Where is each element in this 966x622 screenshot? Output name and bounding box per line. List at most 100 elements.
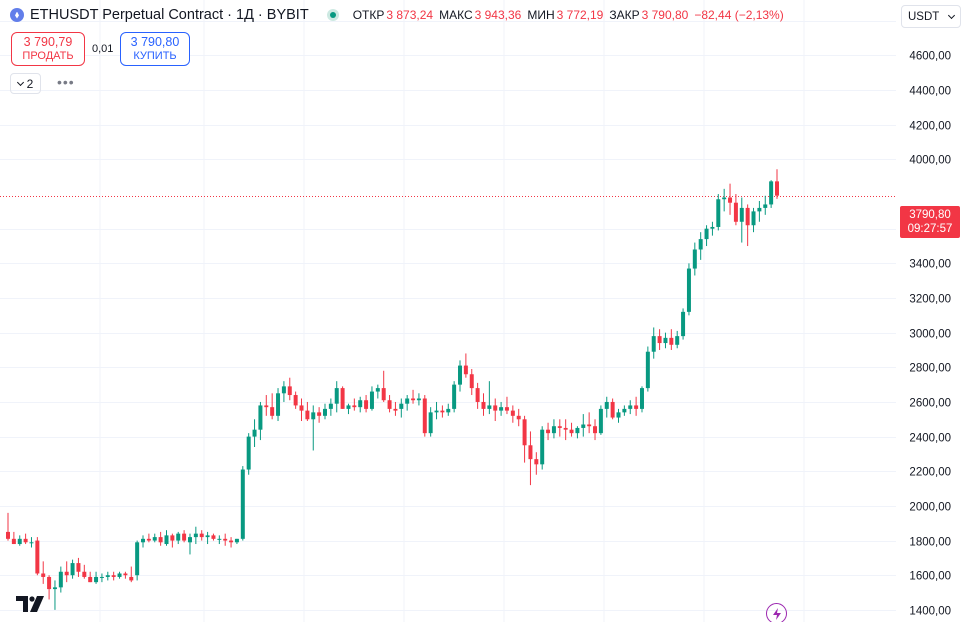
candle-body (563, 427, 568, 430)
candle-body (176, 533, 181, 541)
candle-body (434, 410, 439, 413)
candle-body (739, 207, 744, 222)
symbol-title[interactable]: ETHUSDT Perpetual Contract · 1Д · BYBIT (30, 7, 309, 23)
candle (405, 395, 410, 411)
y-tick-label: 4600,00 (909, 51, 951, 63)
candle-body (152, 537, 157, 541)
candle-body (628, 405, 633, 409)
tradingview-logo-icon[interactable] (16, 596, 48, 614)
candle-body (645, 351, 650, 389)
candle (593, 419, 598, 441)
candle (94, 571, 99, 584)
candle-body (64, 571, 69, 576)
candle (616, 408, 621, 423)
candle (681, 308, 686, 340)
buy-button[interactable]: 3 790,80 КУПИТЬ (120, 32, 190, 66)
candle-body (276, 393, 281, 416)
candle (751, 207, 756, 233)
candle-body (76, 563, 81, 572)
lightning-icon[interactable] (766, 603, 787, 622)
candle (475, 382, 480, 409)
candle-body (616, 412, 621, 418)
candle-body (387, 400, 392, 409)
candle (234, 538, 239, 545)
candle (23, 533, 28, 545)
candle-body (369, 391, 374, 409)
candle-body (293, 395, 298, 406)
candle (575, 426, 580, 439)
candle-body (581, 424, 586, 428)
y-tick-label: 2600,00 (909, 398, 951, 410)
candle-body (534, 459, 539, 465)
candle (281, 381, 286, 402)
ohlc-close-value: 3 790,80 (641, 8, 689, 22)
candle (411, 389, 416, 404)
candle (716, 194, 721, 231)
candle (628, 400, 633, 415)
candle (58, 566, 63, 593)
candle-body (11, 538, 16, 545)
candle-body (117, 573, 122, 577)
indicators-toggle-button[interactable]: 2 (10, 73, 41, 94)
candle-body (158, 537, 163, 543)
candle-body (675, 336, 680, 345)
spread-value: 0,01 (92, 43, 114, 55)
candle-body (299, 405, 304, 411)
candle-body (763, 204, 768, 208)
candle-body (58, 571, 63, 588)
y-tick-label: 1400,00 (909, 606, 951, 618)
price-axis[interactable]: 4800,004600,004400,004200,004000,003600,… (909, 17, 951, 618)
candle (29, 537, 34, 548)
lightning-glyph (772, 607, 781, 620)
candle-body (722, 197, 727, 200)
candle (211, 533, 216, 541)
candle (504, 396, 509, 415)
candle-body (99, 576, 104, 578)
candle (710, 221, 715, 236)
candle-body (346, 405, 351, 409)
candle (739, 197, 744, 243)
currency-select[interactable]: USDT (901, 5, 961, 28)
candle-body (604, 401, 609, 409)
candle (76, 557, 81, 577)
candle (757, 200, 762, 222)
candle (434, 401, 439, 420)
y-tick-label: 3200,00 (909, 294, 951, 306)
candle-body (598, 408, 603, 434)
candle-body (546, 429, 551, 434)
candle (264, 395, 269, 416)
candle-body (364, 400, 369, 409)
indicators-count: 2 (26, 76, 34, 91)
candle-body (639, 388, 644, 409)
candle (557, 419, 562, 437)
candle-body (41, 573, 46, 577)
candle (610, 398, 615, 420)
candle-body (381, 388, 386, 401)
more-icon[interactable]: ••• (57, 74, 75, 90)
candle-body (516, 415, 521, 420)
candle (686, 263, 691, 316)
candle (440, 405, 445, 418)
candle-body (698, 239, 703, 250)
candle (328, 398, 333, 416)
candle-body (745, 207, 750, 226)
candle (499, 401, 504, 416)
y-tick-label: 4000,00 (909, 155, 951, 167)
chart-header: ETHUSDT Perpetual Contract · 1Д · BYBIT … (10, 7, 790, 23)
candle (299, 398, 304, 422)
candle (651, 327, 656, 359)
candle-body (422, 398, 427, 434)
candle (669, 329, 674, 350)
candle-body (47, 576, 52, 590)
candle-body (211, 535, 216, 539)
y-tick-label: 3400,00 (909, 259, 951, 271)
candle-body (651, 336, 656, 352)
candle-body (317, 412, 322, 416)
candle (164, 530, 169, 546)
candle (176, 531, 181, 545)
candle (205, 531, 210, 545)
market-status-icon[interactable] (326, 9, 339, 21)
sell-button[interactable]: 3 790,79 ПРОДАТЬ (11, 32, 85, 66)
sell-label: ПРОДАТЬ (22, 50, 74, 62)
